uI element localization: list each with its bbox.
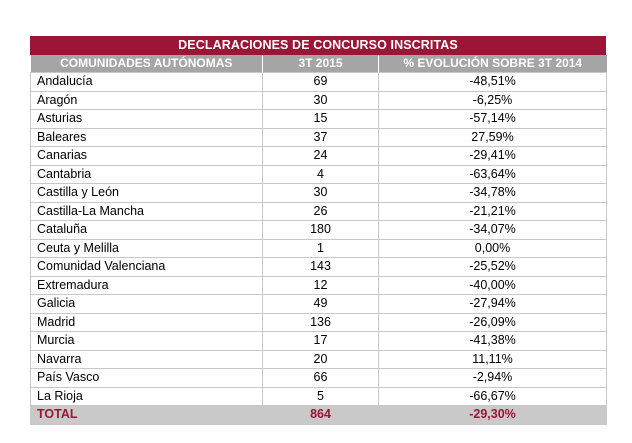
table-row: Navarra 20 11,11% (30, 349, 607, 369)
evolution-cell: -29,41% (378, 146, 607, 166)
count-cell: 37 (262, 127, 379, 147)
region-cell: Canarias (30, 146, 263, 166)
count-cell: 180 (262, 220, 379, 240)
header-row: COMUNIDADES AUTÓNOMAS 3T 2015 % EVOLUCIÓ… (30, 55, 607, 73)
evolution-cell: -34,78% (378, 183, 607, 203)
table-row: Murcia 17 -41,38% (30, 331, 607, 351)
table-row: Galicia 49 -27,94% (30, 294, 607, 314)
evolution-cell: 27,59% (378, 127, 607, 147)
region-cell: Baleares (30, 127, 263, 147)
region-cell: Asturias (30, 109, 263, 129)
region-cell: Cataluña (30, 220, 263, 240)
evolution-cell: -6,25% (378, 90, 607, 110)
table-row: Andalucía 69 -48,51% (30, 72, 607, 92)
table-title: DECLARACIONES DE CONCURSO INSCRITAS (30, 36, 606, 55)
table-row: Cataluña 180 -34,07% (30, 220, 607, 240)
evolution-cell: -48,51% (378, 72, 607, 92)
evolution-cell: -26,09% (378, 312, 607, 332)
evolution-cell: -34,07% (378, 220, 607, 240)
count-cell: 66 (262, 368, 379, 388)
table-row: Baleares 37 27,59% (30, 127, 607, 147)
table-row: Castilla-La Mancha 26 -21,21% (30, 201, 607, 221)
table-row: Ceuta y Melilla 1 0,00% (30, 238, 607, 258)
evolution-cell: -63,64% (378, 164, 607, 184)
table-row: País Vasco 66 -2,94% (30, 368, 607, 388)
table-row: Cantabria 4 -63,64% (30, 164, 607, 184)
total-label: TOTAL (30, 405, 263, 425)
count-cell: 5 (262, 386, 379, 406)
total-evolution: -29,30% (378, 405, 607, 425)
evolution-cell: -41,38% (378, 331, 607, 351)
count-cell: 49 (262, 294, 379, 314)
region-cell: País Vasco (30, 368, 263, 388)
evolution-cell: -57,14% (378, 109, 607, 129)
count-cell: 24 (262, 146, 379, 166)
region-cell: Cantabria (30, 164, 263, 184)
region-cell: Andalucía (30, 72, 263, 92)
evolution-cell: -21,21% (378, 201, 607, 221)
region-cell: Galicia (30, 294, 263, 314)
count-cell: 30 (262, 90, 379, 110)
table-row: La Rioja 5 -66,67% (30, 386, 607, 406)
table-row: Comunidad Valenciana 143 -25,52% (30, 257, 607, 277)
total-row: TOTAL 864 -29,30% (30, 405, 607, 425)
count-cell: 143 (262, 257, 379, 277)
count-cell: 1 (262, 238, 379, 258)
region-cell: Aragón (30, 90, 263, 110)
count-cell: 136 (262, 312, 379, 332)
region-cell: Navarra (30, 349, 263, 369)
evolution-cell: -27,94% (378, 294, 607, 314)
table-row: Aragón 30 -6,25% (30, 90, 607, 110)
evolution-cell: -25,52% (378, 257, 607, 277)
table-row: Canarias 24 -29,41% (30, 146, 607, 166)
header-region: COMUNIDADES AUTÓNOMAS (30, 55, 263, 73)
region-cell: Comunidad Valenciana (30, 257, 263, 277)
evolution-cell: 0,00% (378, 238, 607, 258)
table-row: Madrid 136 -26,09% (30, 312, 607, 332)
evolution-cell: -2,94% (378, 368, 607, 388)
evolution-cell: -66,67% (378, 386, 607, 406)
region-cell: Extremadura (30, 275, 263, 295)
count-cell: 69 (262, 72, 379, 92)
concursos-table-block: DECLARACIONES DE CONCURSO INSCRITAS COMU… (30, 36, 607, 425)
table-row: Asturias 15 -57,14% (30, 109, 607, 129)
table-row: Extremadura 12 -40,00% (30, 275, 607, 295)
data-table: COMUNIDADES AUTÓNOMAS 3T 2015 % EVOLUCIÓ… (30, 55, 607, 425)
count-cell: 4 (262, 164, 379, 184)
count-cell: 15 (262, 109, 379, 129)
count-cell: 12 (262, 275, 379, 295)
total-count: 864 (262, 405, 379, 425)
region-cell: Ceuta y Melilla (30, 238, 263, 258)
count-cell: 17 (262, 331, 379, 351)
region-cell: Madrid (30, 312, 263, 332)
evolution-cell: 11,11% (378, 349, 607, 369)
region-cell: La Rioja (30, 386, 263, 406)
count-cell: 20 (262, 349, 379, 369)
region-cell: Castilla-La Mancha (30, 201, 263, 221)
region-cell: Murcia (30, 331, 263, 351)
count-cell: 30 (262, 183, 379, 203)
count-cell: 26 (262, 201, 379, 221)
evolution-cell: -40,00% (378, 275, 607, 295)
header-evolution: % EVOLUCIÓN SOBRE 3T 2014 (378, 55, 607, 73)
table-row: Castilla y León 30 -34,78% (30, 183, 607, 203)
region-cell: Castilla y León (30, 183, 263, 203)
header-count: 3T 2015 (262, 55, 379, 73)
